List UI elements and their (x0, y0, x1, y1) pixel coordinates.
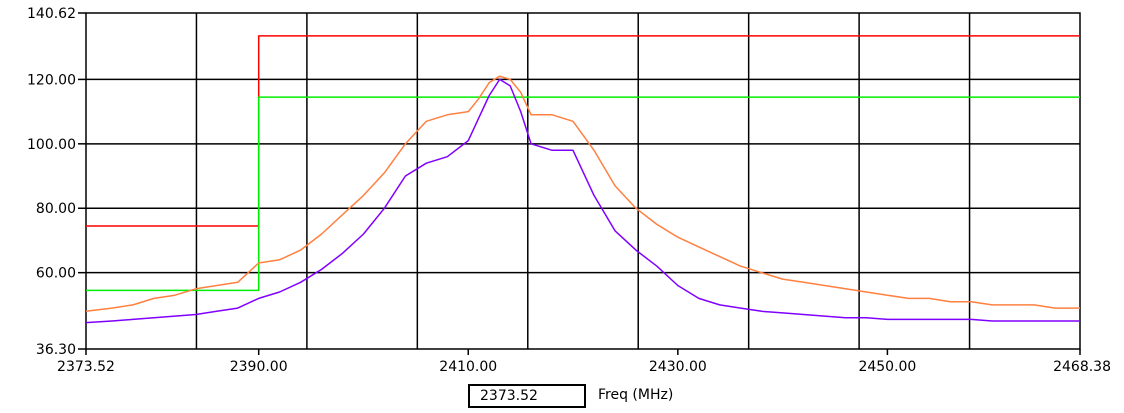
series-layer (85, 35, 1080, 324)
average-trace-line (85, 78, 1080, 324)
x-tick-label: 2430.00 (649, 359, 707, 375)
cursor-frequency-readout[interactable]: 2373.52 (468, 384, 586, 408)
peak-trace-line (85, 75, 1080, 313)
x-tick-label: 2410.00 (439, 359, 497, 375)
y-tick-label: 80.00 (36, 201, 76, 217)
x-axis-title: Freq (MHz) (598, 387, 674, 403)
x-axis-ticks: 2373.52 2390.00 2410.00 2430.00 2450.00 2468.… (57, 349, 1111, 375)
y-axis-ticks: 36.30 60.00 80.00 100.00 120.00 140.62 (27, 6, 86, 358)
y-tick-label: 60.00 (36, 266, 76, 282)
y-tick-label: 140.62 (27, 6, 76, 22)
x-tick-label: 2373.52 (57, 359, 115, 375)
plot-area (85, 12, 1081, 350)
x-tick-label: 2450.00 (858, 359, 916, 375)
y-tick-label: 100.00 (27, 137, 76, 153)
lower-limit-line (86, 96, 1080, 292)
x-tick-label: 2468.38 (1053, 359, 1111, 375)
y-tick-label: 36.30 (36, 342, 76, 358)
grid (86, 13, 1080, 349)
y-tick-label: 120.00 (27, 72, 76, 88)
x-tick-label: 2390.00 (230, 359, 288, 375)
